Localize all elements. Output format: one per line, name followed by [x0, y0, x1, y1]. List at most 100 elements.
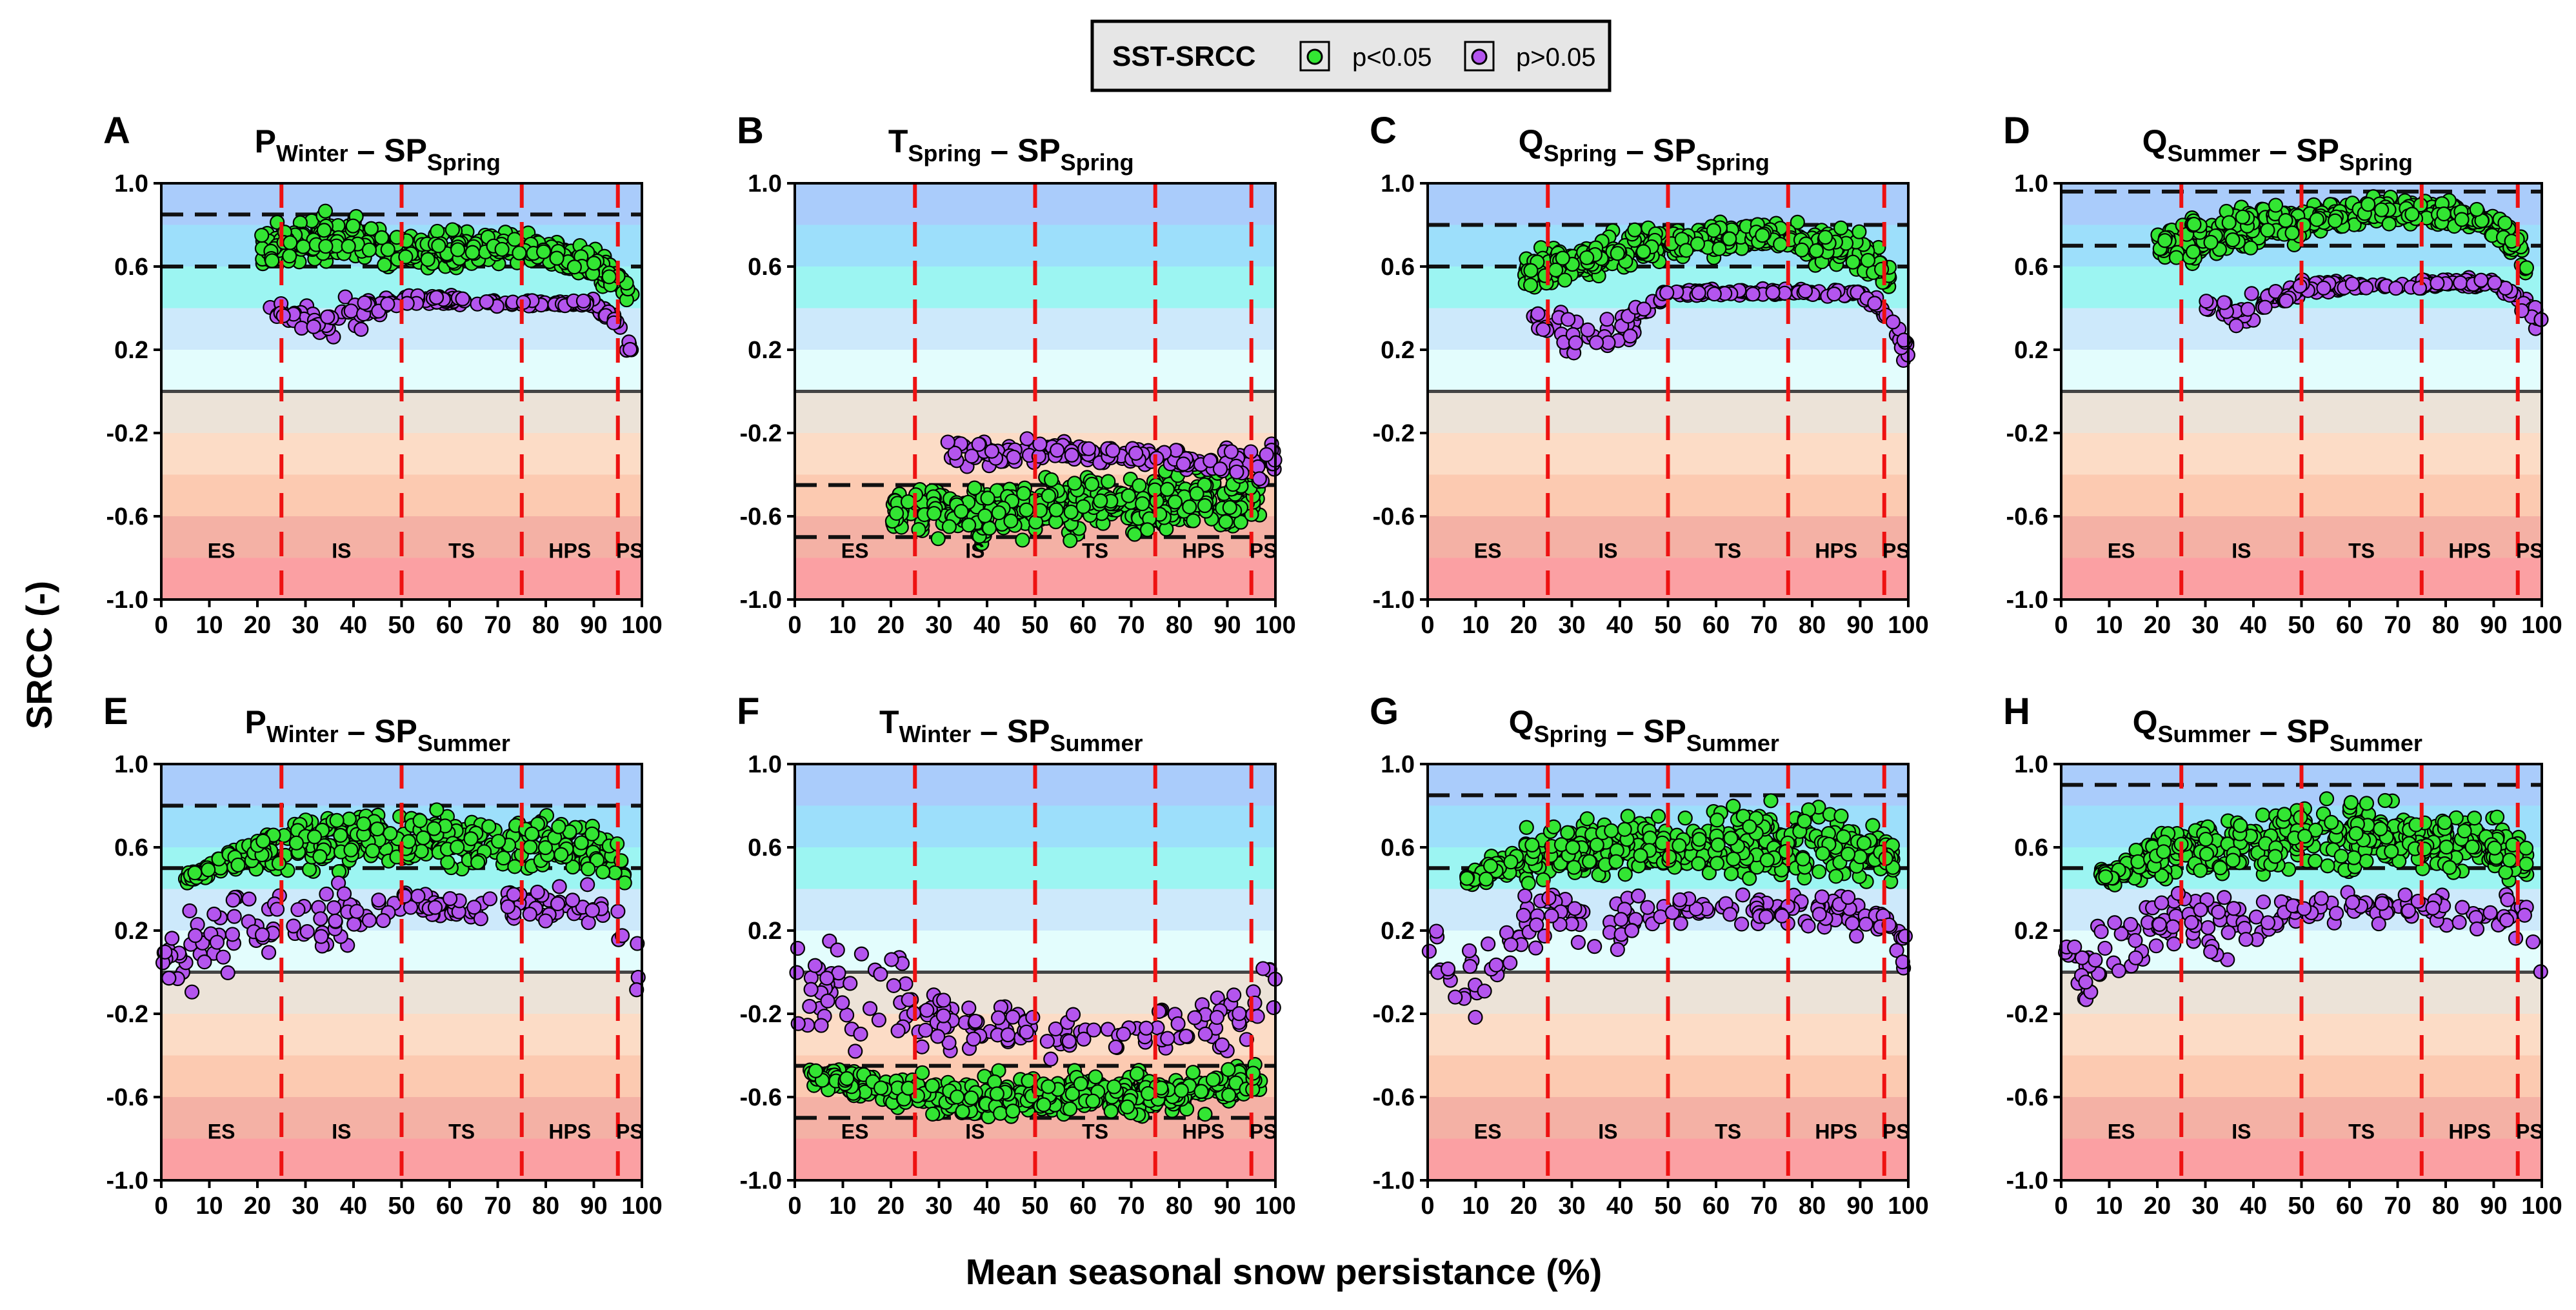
data-point — [512, 245, 527, 261]
data-point — [1036, 1097, 1052, 1113]
data-point — [2255, 807, 2271, 823]
x-tick-label: 10 — [829, 1193, 856, 1220]
y-tick-label: 0.6 — [2014, 254, 2048, 281]
data-point — [201, 862, 216, 878]
data-point — [318, 239, 334, 254]
data-point — [1187, 1010, 1203, 1025]
data-point — [1226, 987, 1242, 1003]
data-point — [2344, 276, 2360, 292]
x-tick-label: 50 — [1654, 1193, 1681, 1220]
data-point — [299, 923, 315, 940]
data-point — [481, 819, 497, 834]
data-point — [343, 303, 359, 319]
data-point — [2374, 202, 2390, 217]
data-point — [2228, 318, 2244, 334]
y-tick-label: -0.2 — [2006, 420, 2048, 447]
data-point — [2327, 213, 2343, 228]
data-point — [1193, 1083, 1209, 1099]
data-point — [966, 1031, 981, 1047]
class-label-is: IS — [332, 539, 351, 563]
data-point — [2388, 281, 2404, 296]
data-point — [161, 971, 177, 986]
x-tick-label: 20 — [1510, 1193, 1537, 1220]
data-point — [808, 1063, 824, 1078]
x-tick-label: 40 — [2240, 612, 2267, 639]
data-point — [580, 877, 595, 892]
data-point — [374, 230, 390, 245]
x-tick-label: 70 — [1117, 1193, 1144, 1220]
x-tick-label: 90 — [1846, 612, 1873, 639]
data-point — [1624, 923, 1640, 938]
data-point — [820, 993, 835, 1009]
x-tick-label: 50 — [1021, 1193, 1048, 1220]
data-point — [1185, 1065, 1201, 1080]
data-point — [2199, 294, 2214, 309]
data-point — [1722, 907, 1738, 922]
panel-title: PWinter – SPSummer — [245, 704, 510, 756]
data-point — [215, 949, 231, 965]
data-point — [370, 821, 385, 837]
data-point — [1840, 846, 1856, 862]
data-point — [401, 834, 417, 849]
data-point — [1812, 907, 1827, 922]
legend-key-box-not-significant — [1464, 41, 1495, 72]
data-point — [873, 1080, 889, 1096]
data-point — [1523, 277, 1539, 293]
data-point — [930, 1029, 946, 1044]
data-point — [790, 1016, 806, 1031]
data-point — [1005, 1009, 1021, 1025]
data-point — [1795, 851, 1811, 867]
data-point — [1103, 1103, 1119, 1119]
data-point — [1041, 1079, 1056, 1094]
data-point — [2284, 225, 2300, 241]
x-tick-label: 20 — [244, 1193, 271, 1220]
data-point — [1808, 243, 1824, 259]
data-point — [989, 1086, 1004, 1102]
y-tick-label: 0.2 — [114, 918, 148, 945]
data-point — [1209, 1009, 1225, 1025]
panel-g: ES IS TS HPS PS0 10 20 30 40 50 60 70 80 90 1001.00.60… — [1370, 690, 1929, 1220]
data-point — [412, 813, 428, 829]
scatter-points — [884, 431, 1283, 551]
panel-a: ES IS TS HPS PS0 10 20 30 40 50 60 70 80 90 1001.00.60… — [103, 110, 663, 639]
legend-title: SST-SRCC — [1112, 41, 1255, 72]
data-point — [941, 519, 957, 534]
data-point — [2216, 295, 2232, 310]
data-point — [357, 295, 372, 310]
data-point — [1833, 220, 1849, 236]
data-point — [1778, 843, 1793, 860]
x-tick-label: 30 — [1558, 1193, 1585, 1220]
data-point — [936, 993, 952, 1008]
x-tick-label: 80 — [532, 612, 559, 639]
data-point — [1481, 936, 1496, 952]
data-point — [1640, 900, 1655, 915]
data-point — [1579, 250, 1595, 265]
panel-letter: A — [103, 110, 130, 152]
data-point — [426, 821, 442, 836]
legend-marker-significant — [1306, 48, 1323, 65]
data-point — [337, 289, 353, 305]
x-tick-label: 0 — [1421, 1193, 1434, 1220]
data-point — [1567, 901, 1583, 916]
data-point — [884, 952, 899, 967]
data-point — [1021, 1073, 1036, 1089]
data-point — [1797, 283, 1813, 299]
x-tick-label: 20 — [244, 612, 271, 639]
data-point — [444, 222, 460, 237]
data-point — [814, 1018, 829, 1033]
data-point — [507, 232, 523, 247]
data-point — [2469, 201, 2484, 217]
data-point — [610, 903, 626, 919]
x-tick-label: 50 — [388, 1193, 415, 1220]
data-point — [1139, 522, 1155, 538]
data-point — [1477, 983, 1492, 999]
data-point — [1706, 286, 1722, 302]
data-point — [2203, 234, 2219, 250]
data-point — [1826, 287, 1842, 302]
data-point — [551, 819, 566, 834]
y-tick-label: -0.2 — [1373, 1001, 1415, 1028]
data-point — [2411, 281, 2428, 296]
data-point — [807, 958, 823, 973]
y-tick-label: 0.2 — [748, 337, 782, 364]
data-point — [1535, 321, 1551, 338]
